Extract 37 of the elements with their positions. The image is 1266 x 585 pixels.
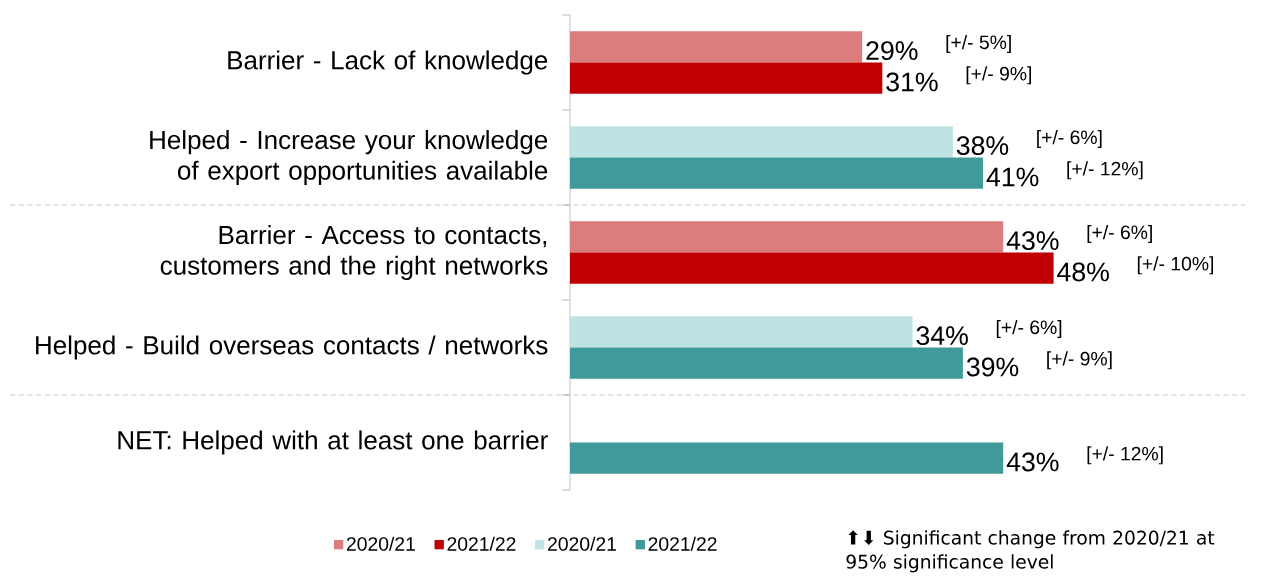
- bar: [570, 157, 984, 189]
- annotation: [+/- 10%]: [1137, 256, 1214, 275]
- y-tick-label: Barrier - Access to contacts, customers and the right networks: [160, 225, 548, 280]
- annotation: [+/- 6%]: [1037, 129, 1102, 148]
- bar: [570, 442, 1004, 474]
- bar: [570, 221, 1004, 253]
- data-label: 48%: [1057, 262, 1109, 282]
- data-label: 34%: [916, 326, 968, 346]
- y-tick-label: Barrier - Lack of knowledge: [228, 50, 548, 75]
- annotation: [+/- 12%]: [1087, 446, 1163, 465]
- data-label: 29%: [866, 41, 918, 61]
- y-tick-label: Helped - Increase your knowledge of export opportunities available: [150, 130, 548, 185]
- legend-label: 2021/22: [447, 536, 516, 551]
- data-label: 41%: [986, 167, 1039, 187]
- data-label: 39%: [966, 357, 1019, 377]
- bar: [570, 316, 913, 348]
- annotation: [+/- 12%]: [1067, 161, 1143, 180]
- bar: [570, 252, 1054, 284]
- bar: [570, 126, 953, 158]
- bar: [570, 347, 963, 379]
- data-label: 43%: [1006, 231, 1059, 251]
- annotation: [+/- 5%]: [946, 34, 1011, 53]
- data-label: 43%: [1006, 452, 1059, 472]
- annotation: [+/- 9%]: [966, 66, 1032, 85]
- legend-label: 2020/21: [346, 536, 415, 551]
- bar: [570, 31, 863, 63]
- annotation: [+/- 9%]: [1047, 351, 1112, 370]
- data-label: 31%: [886, 72, 938, 92]
- legend-label: 2020/21: [548, 536, 616, 551]
- annotation: [+/- 6%]: [996, 319, 1062, 338]
- y-tick-label: Helped - Build overseas contacts / networks: [36, 335, 548, 360]
- data-label: 38%: [956, 136, 1009, 156]
- y-tick-label: NET: Helped with at least one barrier: [118, 430, 548, 455]
- bar: [570, 62, 883, 94]
- legend-label: 2021/22: [648, 536, 717, 551]
- annotation: [+/- 6%]: [1087, 224, 1152, 243]
- text: ⬆⬇ Significant change from 2020/21 at 95% significance level: [846, 530, 1215, 573]
